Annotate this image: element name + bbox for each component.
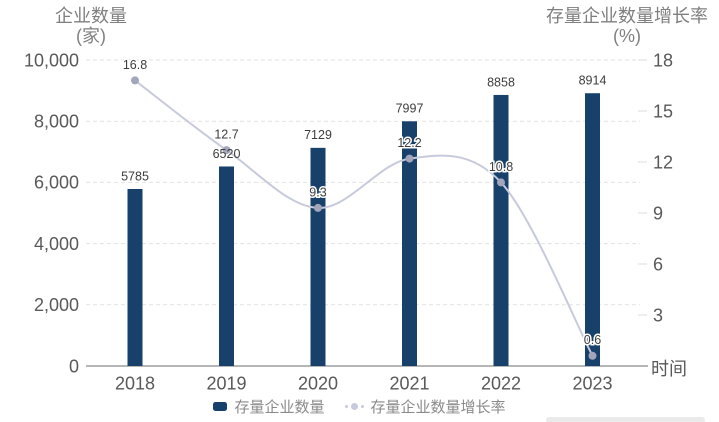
bar-2018[interactable] [127, 188, 143, 366]
left-axis-title-line1: 企业数量 [55, 6, 127, 26]
bar-value-label: 6520 [213, 147, 241, 161]
line-marker-2022[interactable] [497, 178, 505, 187]
right-axis-tick-label: 6 [653, 254, 663, 274]
bar-2023[interactable] [585, 93, 600, 366]
right-axis-tick-label: 12 [653, 152, 673, 172]
line-value-label: 12.7 [214, 127, 238, 141]
x-axis-category-label: 2019 [206, 373, 246, 393]
line-value-label: 9.3 [309, 185, 326, 199]
left-axis-tick-label: 6,000 [34, 173, 79, 193]
x-axis-category-label: 2018 [115, 373, 155, 393]
x-axis-category-label: 2020 [298, 373, 338, 393]
right-axis-title-line1: 存量企业数量增长率 [546, 6, 708, 26]
legend-label-bar-series: 存量企业数量 [234, 399, 325, 416]
left-axis-tick-label: 10,000 [24, 50, 79, 70]
line-marker-2018[interactable] [131, 76, 139, 85]
line-series-swatch-icon [344, 403, 364, 410]
legend-item-bar-series[interactable]: 存量企业数量 [213, 396, 325, 417]
line-value-label: 10.8 [489, 160, 513, 174]
right-axis-title-line2: (%) [613, 26, 641, 46]
bar-value-label: 8858 [487, 75, 515, 89]
line-value-label: 16.8 [123, 58, 147, 72]
line-marker-2019[interactable] [222, 146, 231, 155]
horizontal-scrollbar-thumb[interactable] [546, 417, 705, 422]
right-axis-title: 存量企业数量增长率 (%) [544, 6, 710, 46]
right-axis-tick-label: 9 [653, 203, 663, 223]
bar-value-label: 8914 [579, 74, 607, 88]
legend-label-line-series: 存量企业数量增长率 [370, 399, 506, 416]
right-axis-tick-label: 15 [653, 101, 673, 121]
bar-value-label: 7129 [304, 128, 332, 142]
right-axis-tick-label: 18 [653, 50, 673, 70]
line-marker-2021[interactable] [405, 154, 414, 163]
left-axis-tick-label: 2,000 [34, 295, 79, 315]
bar-2022[interactable] [493, 94, 509, 367]
bar-2019[interactable] [219, 166, 234, 366]
legend: 存量企业数量 存量企业数量增长率 [0, 396, 719, 417]
bar-2021[interactable] [402, 121, 417, 366]
legend-item-line-series[interactable]: 存量企业数量增长率 [344, 396, 506, 417]
right-axis-tick-label: 3 [653, 305, 663, 325]
left-axis-tick-label: 0 [69, 356, 79, 376]
growth-rate-line [134, 79, 594, 357]
left-axis-tick-label: 8,000 [34, 112, 79, 132]
bar-2020[interactable] [310, 147, 326, 366]
left-axis-tick-label: 4,000 [34, 234, 79, 254]
line-marker-2020[interactable] [314, 203, 322, 212]
left-axis-title-line2: (家) [76, 26, 106, 46]
x-axis-title: 时间 [651, 359, 687, 379]
x-axis-category-label: 2023 [572, 373, 612, 393]
x-axis-category-label: 2021 [389, 373, 429, 393]
bar-series-swatch-icon [213, 402, 228, 411]
bar-value-label: 7997 [396, 102, 424, 116]
left-axis-title: 企业数量 (家) [30, 6, 152, 46]
line-value-label: 0.6 [584, 333, 601, 347]
bar-value-label: 5785 [121, 169, 149, 183]
line-value-label: 12.2 [397, 136, 421, 150]
x-axis-category-label: 2022 [481, 373, 521, 393]
line-marker-2023[interactable] [588, 351, 597, 360]
